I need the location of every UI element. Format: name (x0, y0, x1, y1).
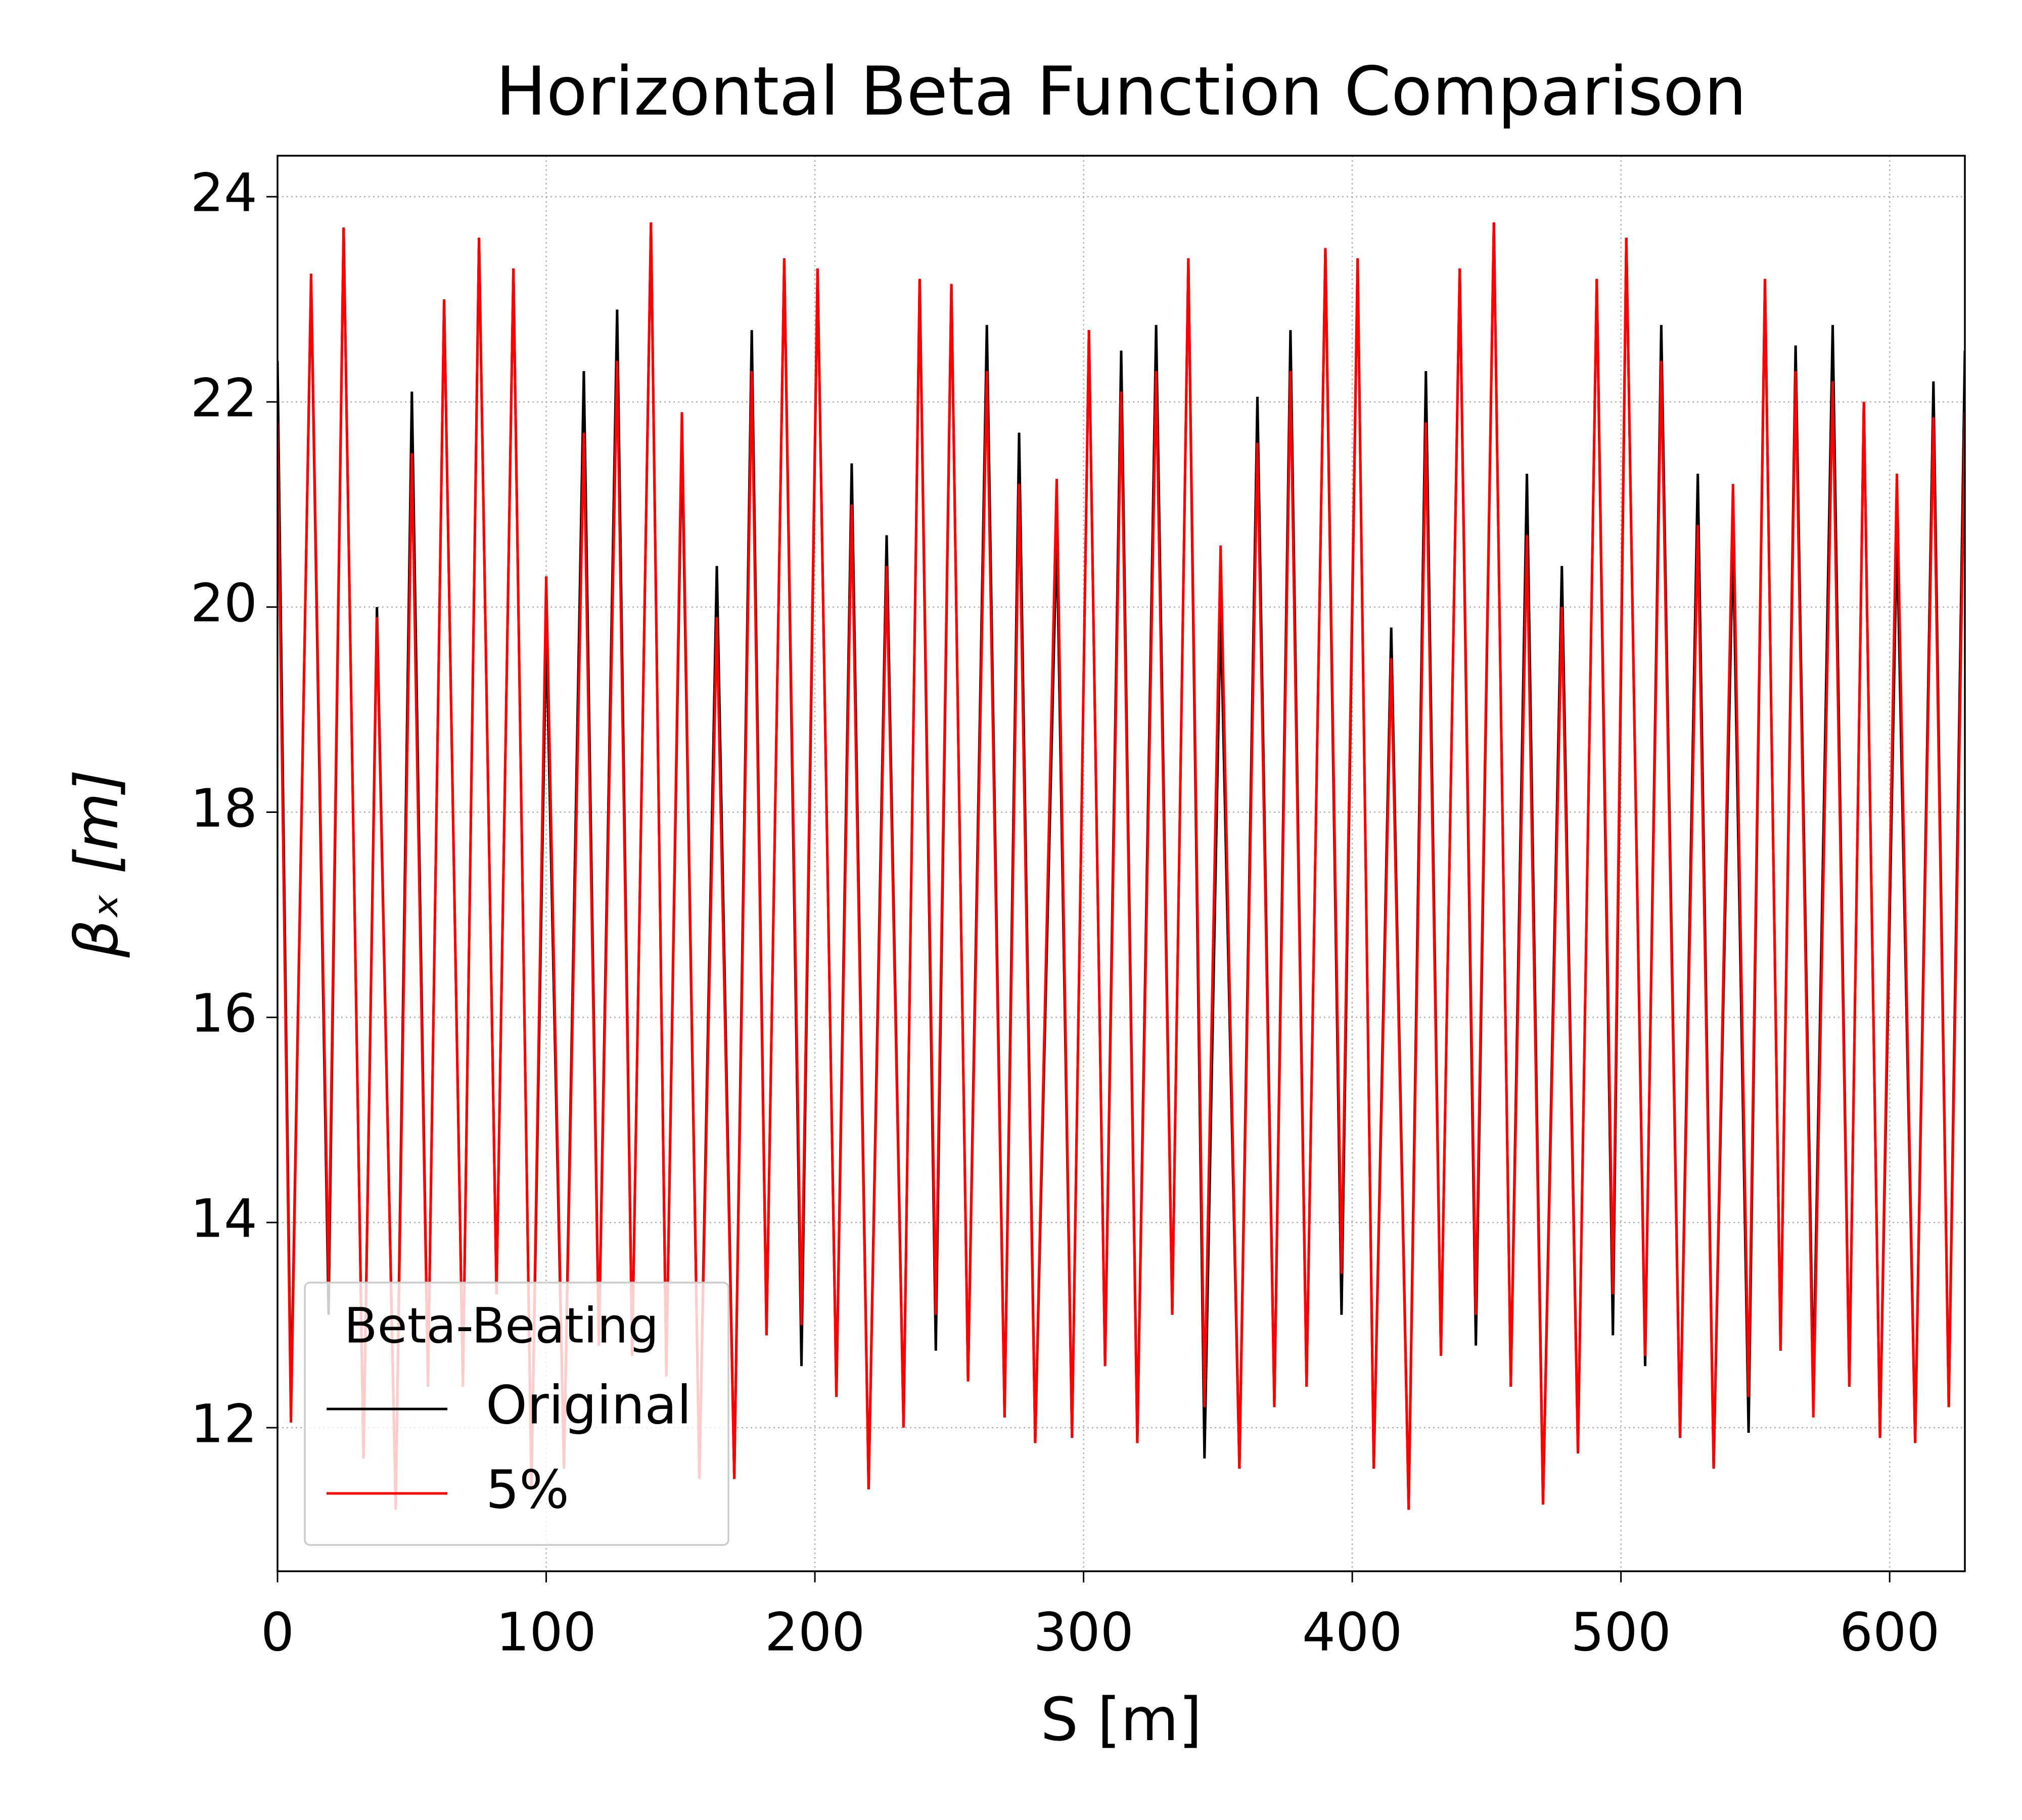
series-line (278, 222, 1965, 1510)
x-tick-label: 0 (261, 1601, 294, 1663)
y-tick-label: 24 (191, 162, 257, 223)
x-tick-label: 200 (765, 1601, 865, 1663)
plot-frame (277, 155, 1966, 1572)
x-axis-label: S [m] (1040, 1685, 1202, 1754)
y-tick-label: 14 (191, 1188, 257, 1249)
chart-title: Horizontal Beta Function Comparison (496, 53, 1747, 131)
y-tick-label: 22 (191, 367, 257, 429)
y-tick-label: 16 (191, 983, 257, 1044)
y-tick-label: 12 (191, 1393, 257, 1454)
y-tick-label: 18 (191, 778, 257, 839)
y-tick-label: 20 (191, 572, 257, 634)
legend-label: Original (486, 1374, 692, 1436)
legend-title: Beta-Beating (344, 1297, 659, 1354)
x-tick-label: 100 (496, 1601, 596, 1663)
legend-label: 5% (486, 1459, 569, 1520)
x-tick-label: 300 (1033, 1601, 1134, 1663)
x-tick-label: 400 (1302, 1601, 1403, 1663)
y-axis-label: βₓ [m] (62, 769, 131, 958)
legend-box (304, 1282, 729, 1546)
x-tick-label: 600 (1840, 1601, 1940, 1663)
x-tick-label: 500 (1571, 1601, 1671, 1663)
